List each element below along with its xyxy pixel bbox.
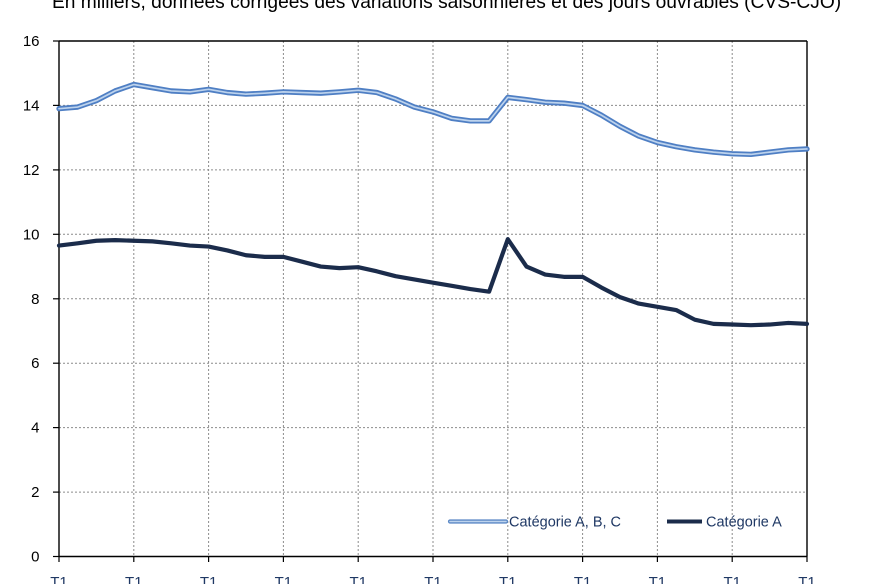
svg-text:T1: T1	[723, 574, 741, 584]
svg-text:16: 16	[23, 33, 40, 50]
svg-text:T1: T1	[649, 574, 667, 584]
svg-text:8: 8	[31, 291, 39, 308]
svg-text:T1: T1	[200, 574, 218, 584]
svg-text:14: 14	[23, 97, 40, 114]
svg-text:T1: T1	[424, 574, 442, 584]
svg-text:En milliers, données corrigées: En milliers, données corrigées des varia…	[52, 0, 841, 13]
svg-text:T1: T1	[50, 574, 68, 584]
svg-text:0: 0	[31, 549, 39, 566]
svg-text:T1: T1	[798, 574, 816, 584]
svg-text:Catégorie A, B, C: Catégorie A, B, C	[509, 515, 621, 531]
svg-text:6: 6	[31, 355, 39, 372]
svg-text:2: 2	[31, 484, 39, 501]
svg-text:T1: T1	[349, 574, 367, 584]
svg-text:10: 10	[23, 226, 40, 243]
svg-text:4: 4	[31, 420, 39, 437]
svg-text:Catégorie A: Catégorie A	[706, 515, 782, 531]
svg-text:T1: T1	[574, 574, 592, 584]
svg-text:T1: T1	[125, 574, 143, 584]
svg-text:12: 12	[23, 162, 40, 179]
svg-text:T1: T1	[499, 574, 517, 584]
svg-text:T1: T1	[275, 574, 293, 584]
